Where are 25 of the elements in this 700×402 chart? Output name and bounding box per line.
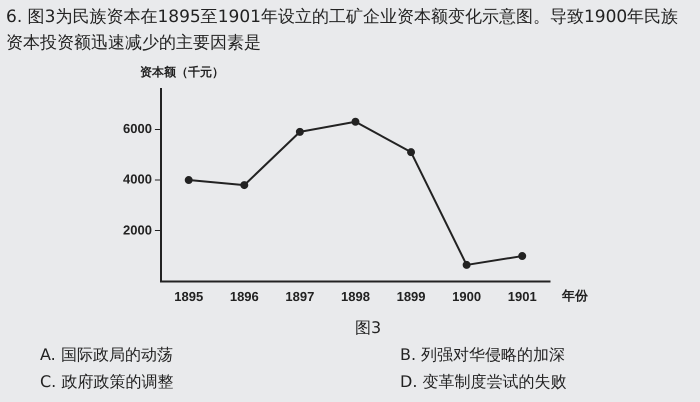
y-axis-title: 资本额（千元） [140, 64, 224, 81]
text: C. 政府政策的调整 [40, 372, 174, 393]
point [462, 260, 471, 269]
x-tick-label: 1895 [174, 288, 204, 304]
x-tick-label: 1896 [230, 288, 259, 304]
text: B. 列强对华侵略的加深 [400, 345, 566, 366]
point [240, 181, 248, 190]
y-tick-label: 6000 [123, 120, 152, 136]
chart-title: 6. 图3为民族资本在1895至1901年设立的工矿企业资本额变化示意图。导致1900年民族资本投资额迅速减少的主要因素是 [6, 6, 680, 55]
point [518, 252, 526, 260]
x-tick-label: 1901 [508, 288, 537, 304]
text: D. 变革制度尝试的失败 [400, 372, 566, 393]
x-tick-label: 1900 [452, 288, 482, 304]
x-tick-label: 1898 [341, 288, 370, 304]
y-tick-label: 4000 [123, 172, 152, 187]
x-tick-label: 1899 [396, 288, 426, 304]
caption: 图3 [355, 318, 382, 339]
point [407, 148, 416, 156]
point [296, 128, 304, 136]
y-tick-label: 2000 [123, 222, 152, 238]
point [184, 176, 193, 184]
point [351, 118, 360, 126]
x-tick-label: 1897 [285, 288, 314, 304]
text: A. 国际政局的动荡 [40, 345, 173, 366]
x-axis-title: 年份 [562, 288, 588, 305]
